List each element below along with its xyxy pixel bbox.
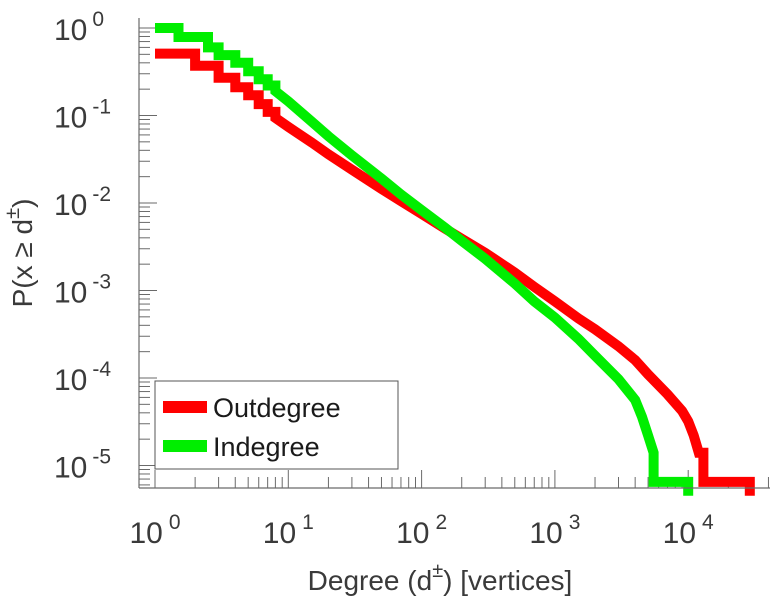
legend: Outdegree Indegree — [154, 380, 399, 470]
legend-box — [154, 380, 399, 470]
y-tick-label: 10 -3 — [54, 271, 111, 310]
y-tick-label: 10 -1 — [54, 96, 111, 135]
x-tick-label: 10 1 — [263, 511, 314, 550]
x-tick-label: 10 0 — [129, 511, 180, 550]
y-tick-label: 10 -2 — [54, 183, 111, 222]
x-tick-label: 10 4 — [663, 511, 714, 550]
series-layer — [155, 23, 755, 496]
y-axis-label: P(x ≥ d±) — [2, 199, 38, 308]
x-axis-label: Degree (d±) [vertices] — [308, 560, 573, 596]
y-tick-label: 10 0 — [54, 8, 104, 47]
x-tick-label: 10 2 — [396, 511, 447, 550]
legend-label-outdegree: Outdegree — [213, 393, 341, 423]
x-tick-label: 10 3 — [529, 511, 580, 550]
series-indegree-line — [155, 23, 694, 496]
x-tick-labels: 10 0 10 1 10 2 10 3 10 4 — [129, 511, 714, 550]
y-tick-label: 10 -4 — [54, 358, 111, 397]
legend-label-indegree: Indegree — [213, 432, 320, 462]
y-tick-label: 10 -5 — [54, 446, 111, 485]
